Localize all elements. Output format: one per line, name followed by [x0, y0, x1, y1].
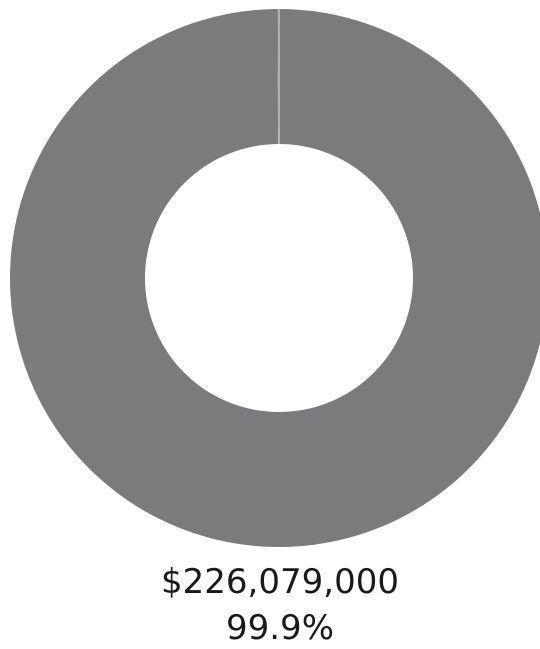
donut-slice-0	[10, 9, 540, 547]
donut-chart-svg	[10, 9, 540, 547]
slice-percent-label: 99.9%	[225, 608, 334, 648]
slice-value-label: $226,079,000	[161, 562, 399, 602]
